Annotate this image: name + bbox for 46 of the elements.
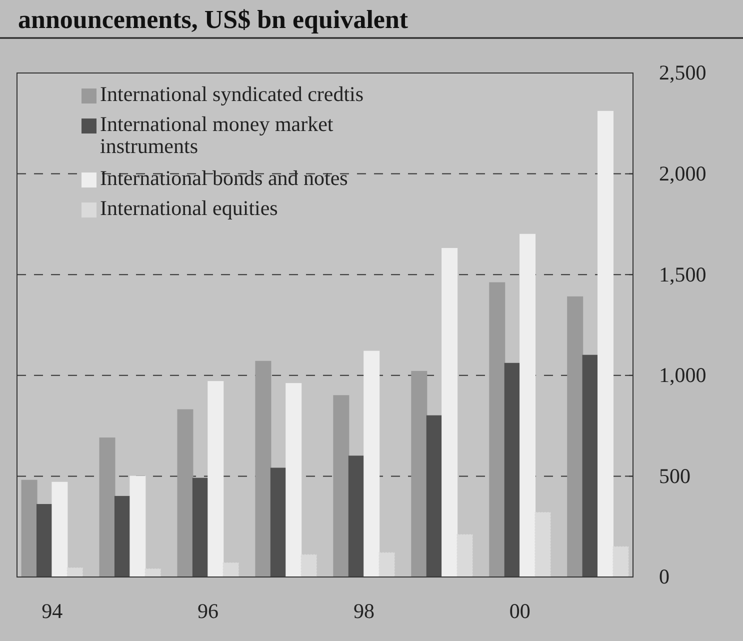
bar	[52, 482, 68, 578]
bar	[456, 534, 473, 578]
bar	[177, 409, 194, 578]
bar	[270, 468, 286, 578]
bar	[504, 362, 520, 578]
x-tick-label: 00	[509, 598, 530, 623]
bar	[364, 350, 380, 578]
y-tick-label: 0	[659, 564, 670, 589]
bar	[144, 568, 161, 578]
bar	[442, 248, 458, 578]
y-tick-label: 500	[659, 464, 690, 488]
bar	[567, 296, 584, 578]
bar	[348, 456, 364, 578]
bar	[130, 476, 146, 578]
y-tick-label: 2,500	[659, 60, 706, 85]
legend-label: International equities	[100, 196, 278, 220]
bar	[333, 395, 350, 578]
bar	[255, 360, 272, 578]
x-tick-label: 98	[353, 598, 374, 623]
bar	[411, 370, 428, 578]
bar	[222, 562, 239, 578]
bar	[426, 415, 442, 578]
bar	[300, 554, 317, 578]
bar	[520, 234, 536, 578]
bar	[36, 504, 52, 578]
bar	[598, 110, 614, 578]
bar	[114, 496, 130, 578]
bar	[66, 568, 83, 578]
bar	[21, 480, 38, 578]
chart-title: announcements, US$ bn equivalent	[18, 5, 408, 34]
bar	[208, 381, 224, 578]
bar	[378, 552, 395, 578]
bar	[489, 282, 506, 578]
x-tick-label: 96	[198, 598, 219, 623]
bar	[534, 512, 551, 578]
bar	[286, 383, 302, 578]
bar	[192, 478, 208, 578]
x-tick-label: 94	[42, 598, 64, 623]
y-tick-label: 1,500	[659, 262, 706, 286]
bar	[582, 354, 598, 578]
legend-label: International syndicated credtis	[100, 82, 364, 106]
y-tick-label: 2,000	[659, 162, 706, 186]
legend-label: International money market instruments	[100, 112, 334, 158]
y-tick-label: 1,000	[659, 363, 706, 388]
bar	[612, 546, 629, 578]
bar	[99, 437, 116, 578]
